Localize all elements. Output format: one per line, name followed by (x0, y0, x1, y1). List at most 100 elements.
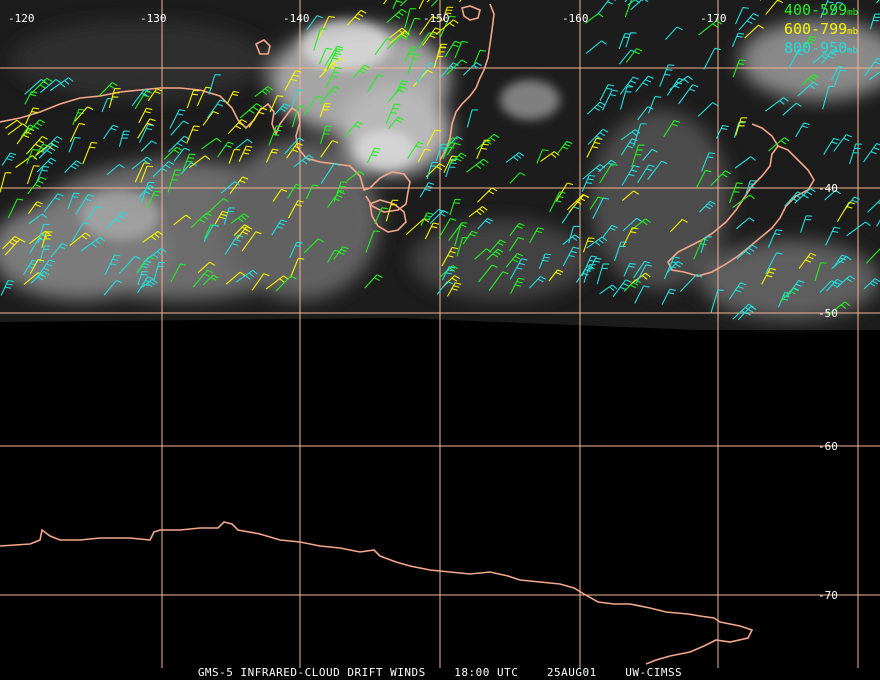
wind-barb (612, 279, 632, 298)
wind-barb (665, 26, 683, 41)
legend-entry-800-950: 800-950mb (783, 39, 858, 57)
wind-barb (463, 62, 482, 76)
wind-barb (1, 152, 17, 166)
latitude-labels: -40 -50 -60 -70 (818, 182, 838, 602)
caption-source: UW-CIMSS (625, 666, 683, 679)
wind-barb (137, 184, 156, 199)
wind-barb (823, 137, 840, 155)
wind-barb (867, 199, 880, 213)
wind-barb (138, 124, 155, 144)
pressure-legend: 400-599mb 600-799mb 800-950mb (784, 2, 858, 59)
wind-barb (622, 217, 643, 232)
wind-barb (834, 69, 847, 86)
wind-barb (269, 95, 284, 113)
wind-barb (820, 0, 834, 19)
wind-barb (173, 147, 191, 162)
wind-barb (449, 198, 461, 216)
wind-barb (28, 213, 48, 225)
wind-barb (0, 280, 15, 296)
wind-barb (170, 263, 187, 283)
wind-barb (436, 43, 448, 60)
wind-barb (737, 306, 757, 321)
wind-barb (386, 32, 410, 50)
wind-barb (173, 214, 192, 226)
lon-label: -140 (283, 12, 310, 25)
wind-barb (201, 137, 222, 150)
wind-barb (108, 88, 121, 108)
wind-barb (251, 273, 270, 291)
wind-barb (49, 77, 74, 92)
wind-barb (291, 105, 305, 128)
wind-barb (659, 64, 675, 87)
wind-barb (134, 162, 151, 183)
wind-barb (287, 183, 302, 199)
wind-barb (669, 218, 688, 233)
wind-barb (800, 215, 813, 233)
wind-barb (291, 89, 304, 108)
wind-barb (80, 236, 105, 252)
satellite-imagery (0, 0, 880, 330)
wind-barb (303, 95, 324, 116)
wind-barb (863, 143, 880, 163)
wind-barb (239, 103, 262, 119)
wind-barb (509, 236, 525, 252)
wind-barb (140, 165, 154, 183)
wind-barb (118, 255, 141, 274)
wind-barb (509, 172, 526, 184)
wind-barb (444, 40, 461, 58)
wind-barb (238, 145, 253, 162)
wind-barbs (0, 0, 880, 321)
wind-barb (582, 237, 595, 253)
wind-barb (30, 77, 53, 94)
wind-barb (71, 221, 90, 242)
wind-barb (765, 97, 789, 112)
wind-barb (825, 226, 841, 246)
wind-barb (619, 76, 639, 95)
wind-barb (509, 258, 528, 280)
wind-barb (865, 248, 880, 264)
wind-barb (454, 40, 468, 59)
wind-barb (153, 261, 165, 281)
wind-barb (366, 147, 381, 164)
wind-barb (642, 148, 658, 161)
wind-barb (735, 117, 748, 136)
wind-barb (435, 143, 448, 162)
wind-barb (205, 198, 229, 216)
wind-barb (765, 0, 784, 15)
wind-barb (137, 118, 156, 139)
wind-barb (37, 223, 50, 244)
wind-barb (426, 0, 438, 3)
wind-barb (289, 257, 305, 278)
wind-barb (225, 271, 246, 285)
wind-barb (190, 212, 212, 228)
wind-barb (623, 262, 636, 277)
wind-barb (798, 252, 817, 269)
wind-barb (587, 128, 609, 145)
wind-barb (39, 78, 62, 94)
wind-barb (734, 156, 756, 169)
wind-barb (486, 248, 504, 261)
wind-barb (306, 15, 323, 31)
wind-barb (106, 163, 125, 176)
wind-barb (333, 181, 348, 202)
wind-barb (43, 193, 64, 213)
caption-product: GMS-5 INFRARED-CLOUD DRIFT WINDS (197, 666, 426, 679)
wind-barb (436, 280, 453, 295)
wind-barb (0, 172, 12, 193)
wind-barb (735, 6, 749, 25)
lat-label: -70 (818, 589, 838, 602)
wind-barb (476, 187, 498, 203)
wind-barb (82, 141, 98, 165)
wind-barb (700, 236, 712, 253)
lon-label: -170 (700, 12, 727, 25)
wind-barb (863, 278, 880, 290)
wind-barb (182, 153, 196, 171)
wind-barb (710, 170, 731, 186)
wind-barb (454, 222, 468, 247)
wind-barb (106, 211, 129, 229)
wind-barb (170, 120, 189, 136)
lon-label: -120 (8, 12, 35, 25)
wind-barb (456, 236, 469, 257)
wind-barb (634, 285, 650, 304)
wind-barb (29, 259, 45, 274)
